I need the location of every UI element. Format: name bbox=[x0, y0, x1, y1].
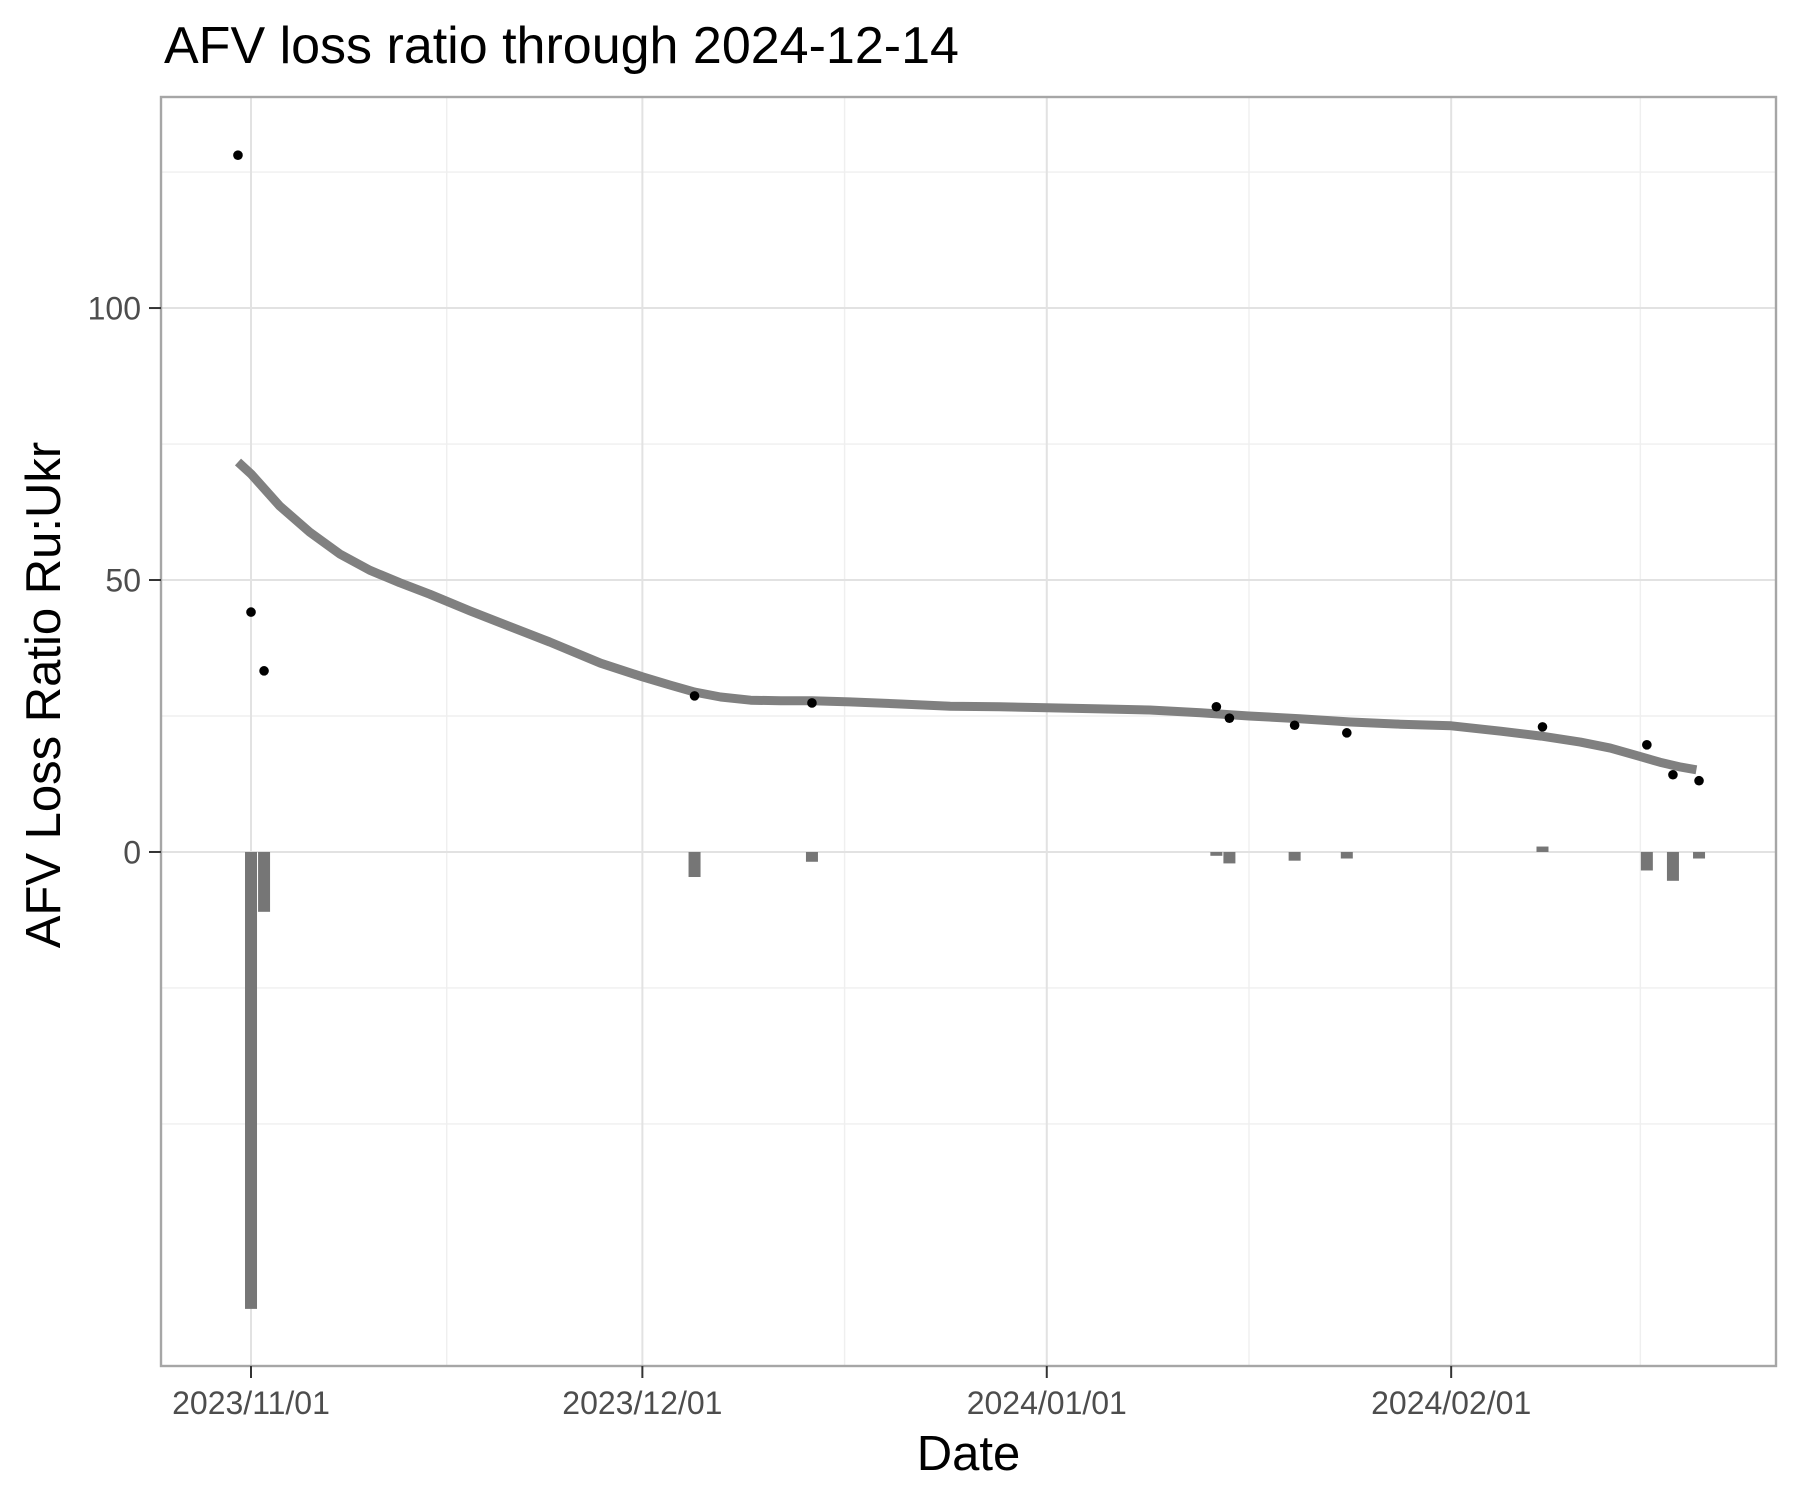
panel-border bbox=[159, 95, 1778, 1368]
y-axis-title: AFV Loss Ratio Ru:Ukr bbox=[17, 441, 71, 949]
data-point bbox=[259, 666, 269, 676]
change-bar bbox=[805, 851, 818, 862]
data-point bbox=[1289, 720, 1300, 731]
data-point bbox=[689, 691, 700, 701]
change-bar bbox=[1666, 851, 1679, 881]
data-point bbox=[1694, 775, 1704, 786]
data-point bbox=[246, 607, 256, 617]
chart-title: AFV loss ratio through 2024-12-14 bbox=[164, 17, 959, 75]
change-bar bbox=[1210, 851, 1223, 856]
x-tick-label: 2024/02/01 bbox=[1371, 1385, 1531, 1421]
change-bar bbox=[1693, 851, 1706, 859]
y-tick-label: 50 bbox=[105, 563, 141, 599]
change-bar bbox=[1536, 846, 1549, 852]
change-bar bbox=[245, 851, 258, 1309]
data-point bbox=[1537, 722, 1548, 732]
data-point bbox=[1224, 713, 1235, 723]
x-tick-label: 2023/11/01 bbox=[172, 1385, 330, 1421]
data-point bbox=[1211, 701, 1222, 712]
data-point bbox=[1342, 728, 1352, 738]
x-axis-title: Date bbox=[916, 1427, 1021, 1481]
change-bar bbox=[688, 851, 701, 878]
smooth-trend-line bbox=[234, 458, 1698, 775]
y-tick-label: 0 bbox=[123, 834, 141, 870]
change-bar bbox=[1640, 851, 1653, 871]
change-bar bbox=[258, 851, 271, 912]
x-tick-label: 2024/01/01 bbox=[967, 1385, 1127, 1421]
data-point bbox=[233, 150, 243, 161]
data-point bbox=[1642, 740, 1652, 750]
data-point bbox=[1668, 769, 1678, 780]
change-bar bbox=[1223, 851, 1236, 864]
change-bar bbox=[1288, 851, 1301, 861]
y-tick-label: 100 bbox=[88, 291, 141, 327]
change-bar bbox=[1340, 851, 1353, 859]
x-tick-label: 2023/12/01 bbox=[562, 1385, 722, 1421]
data-point bbox=[807, 698, 817, 708]
